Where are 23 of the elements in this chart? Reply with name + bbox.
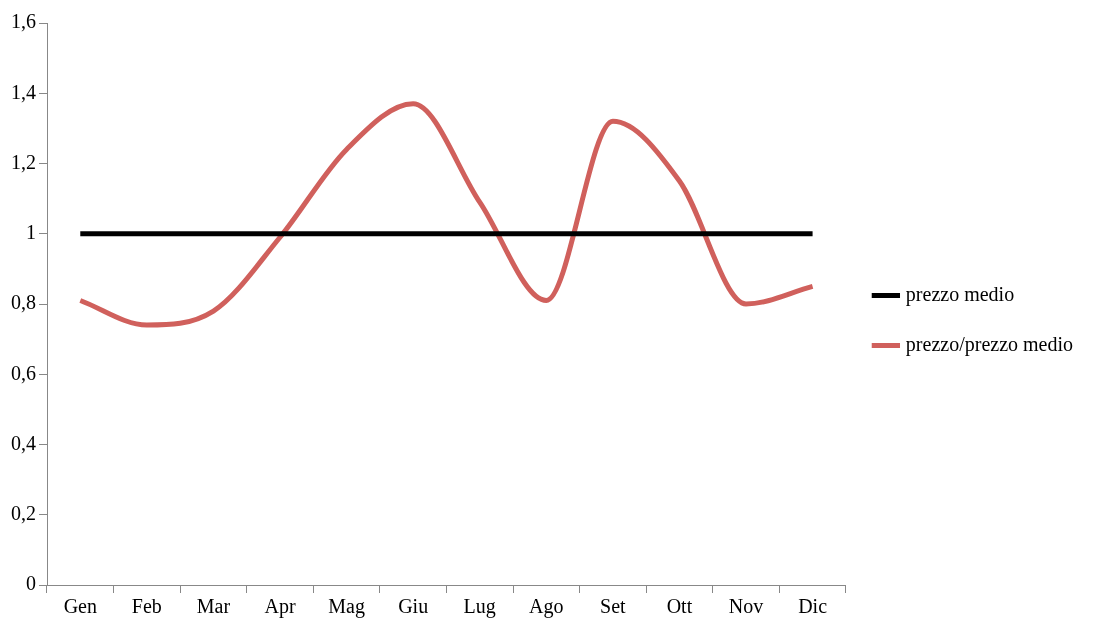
x-tick-label: Mag — [328, 595, 365, 619]
y-tick-label: 1,4 — [11, 80, 36, 103]
y-tick-label: 1,2 — [11, 150, 36, 173]
y-tick-label: 0,6 — [11, 361, 36, 384]
x-tick-label: Giu — [398, 595, 429, 618]
x-tick-label: Nov — [728, 595, 764, 618]
x-tick-label: Mar — [196, 595, 231, 618]
y-tick-label: 0,8 — [11, 291, 36, 314]
y-tick-label: 0 — [26, 572, 36, 595]
x-tick-label: Dic — [798, 595, 828, 618]
y-tick-label: 0,4 — [11, 431, 36, 454]
x-tick-label: Feb — [131, 595, 162, 618]
x-tick-label: Gen — [63, 595, 97, 618]
y-tick-label: 0,2 — [11, 502, 36, 524]
x-tick-label: Ott — [666, 595, 693, 618]
x-tick-label: Set — [600, 595, 627, 618]
x-tick-label: Lug — [463, 595, 496, 619]
legend-label: prezzo medio — [905, 282, 1015, 306]
legend-label: prezzo/prezzo medio — [905, 332, 1074, 356]
x-tick-label: Apr — [264, 595, 296, 619]
x-tick-label: Ago — [529, 595, 564, 619]
y-tick-label: 1 — [26, 221, 36, 243]
y-tick-label: 1,6 — [11, 10, 36, 33]
